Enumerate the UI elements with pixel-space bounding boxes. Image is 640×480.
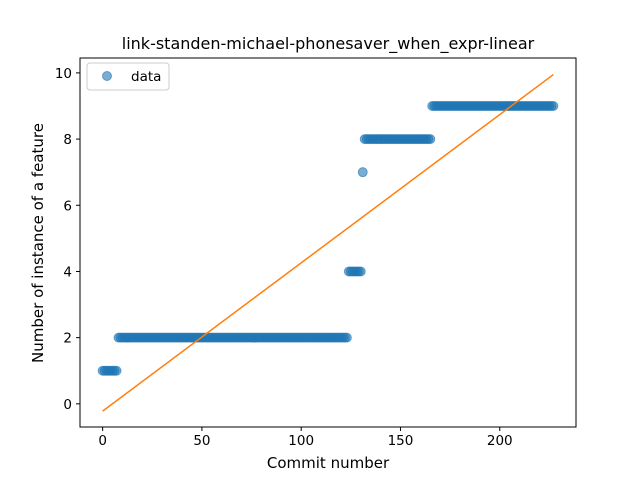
x-tick-label: 150 [388, 433, 414, 449]
data-point [341, 332, 352, 343]
axes-frame [79, 57, 577, 428]
data-point [357, 167, 368, 178]
data-point [548, 100, 559, 111]
chart-title: link-standen-michael-phonesaver_when_exp… [122, 34, 535, 54]
legend-marker-data [102, 71, 112, 81]
y-tick-label: 0 [63, 397, 72, 413]
plot-area [97, 73, 559, 412]
x-tick-label: 100 [288, 433, 314, 449]
legend-label-data: data [131, 69, 161, 85]
y-axis-ticks: 0 2 4 6 8 10 [55, 66, 80, 413]
y-axis-label: Number of instance of a feature [29, 123, 47, 363]
axes-border [79, 57, 577, 428]
x-tick-label: 200 [487, 433, 513, 449]
x-axis-ticks: 0 50 100 150 200 [98, 427, 513, 449]
data-point [355, 266, 366, 277]
legend-box [86, 62, 170, 91]
legend: data [86, 62, 170, 91]
x-axis-label: Commit number [267, 454, 390, 472]
data-point [425, 134, 436, 145]
y-tick-label: 10 [55, 66, 72, 82]
y-tick-label: 8 [63, 132, 72, 148]
y-tick-label: 6 [63, 198, 72, 214]
y-tick-label: 4 [63, 264, 72, 280]
x-tick-label: 0 [98, 433, 107, 449]
data-point [111, 365, 122, 376]
fit-line [102, 73, 554, 412]
x-tick-label: 50 [193, 433, 210, 449]
y-tick-label: 2 [63, 331, 72, 347]
